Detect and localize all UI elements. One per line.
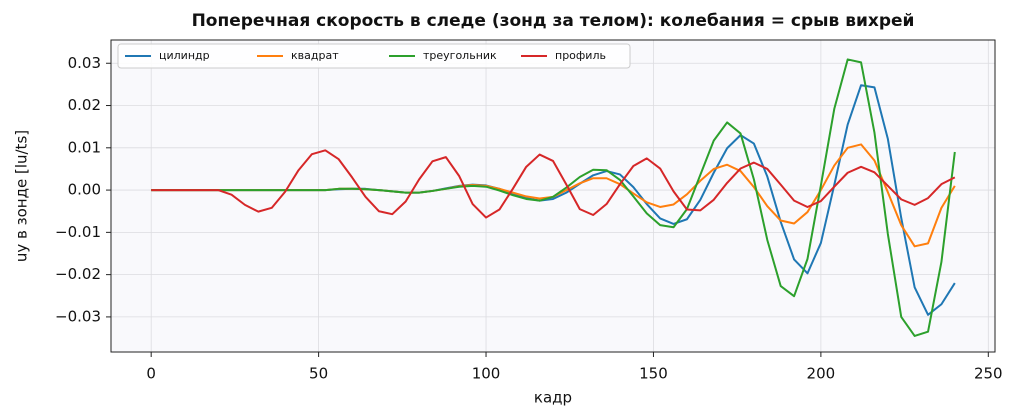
x-tick-label: 150 xyxy=(639,365,668,383)
chart-title: Поперечная скорость в следе (зонд за тел… xyxy=(192,11,915,31)
y-tick-label: 0.02 xyxy=(68,96,101,114)
legend-label: квадрат xyxy=(291,49,339,62)
x-tick-label: 100 xyxy=(472,365,501,383)
legend: цилиндр квадрат треугольник профиль xyxy=(117,43,631,69)
y-tick-label: −0.02 xyxy=(55,265,101,283)
x-tick-label: 50 xyxy=(309,365,328,383)
y-tick-label: 0.00 xyxy=(68,181,101,199)
y-tick-label: 0.01 xyxy=(68,138,101,156)
x-tick-label: 0 xyxy=(146,365,156,383)
legend-label: профиль xyxy=(555,49,606,62)
legend-box xyxy=(117,43,631,69)
y-tick-label: 0.03 xyxy=(68,54,101,72)
legend-label: треугольник xyxy=(423,49,497,62)
lines xyxy=(151,58,956,337)
x-tick-label: 200 xyxy=(807,365,836,383)
y-axis-label: uy в зонде [lu/ts] xyxy=(13,130,31,262)
series-line xyxy=(151,149,956,219)
y-tick-label: −0.03 xyxy=(55,307,101,325)
legend-label: цилиндр xyxy=(159,49,210,62)
plot-frame xyxy=(110,39,996,353)
y-tick-label: −0.01 xyxy=(55,223,101,241)
x-axis-label: кадр xyxy=(534,389,572,407)
x-tick-label: 250 xyxy=(974,365,1003,383)
